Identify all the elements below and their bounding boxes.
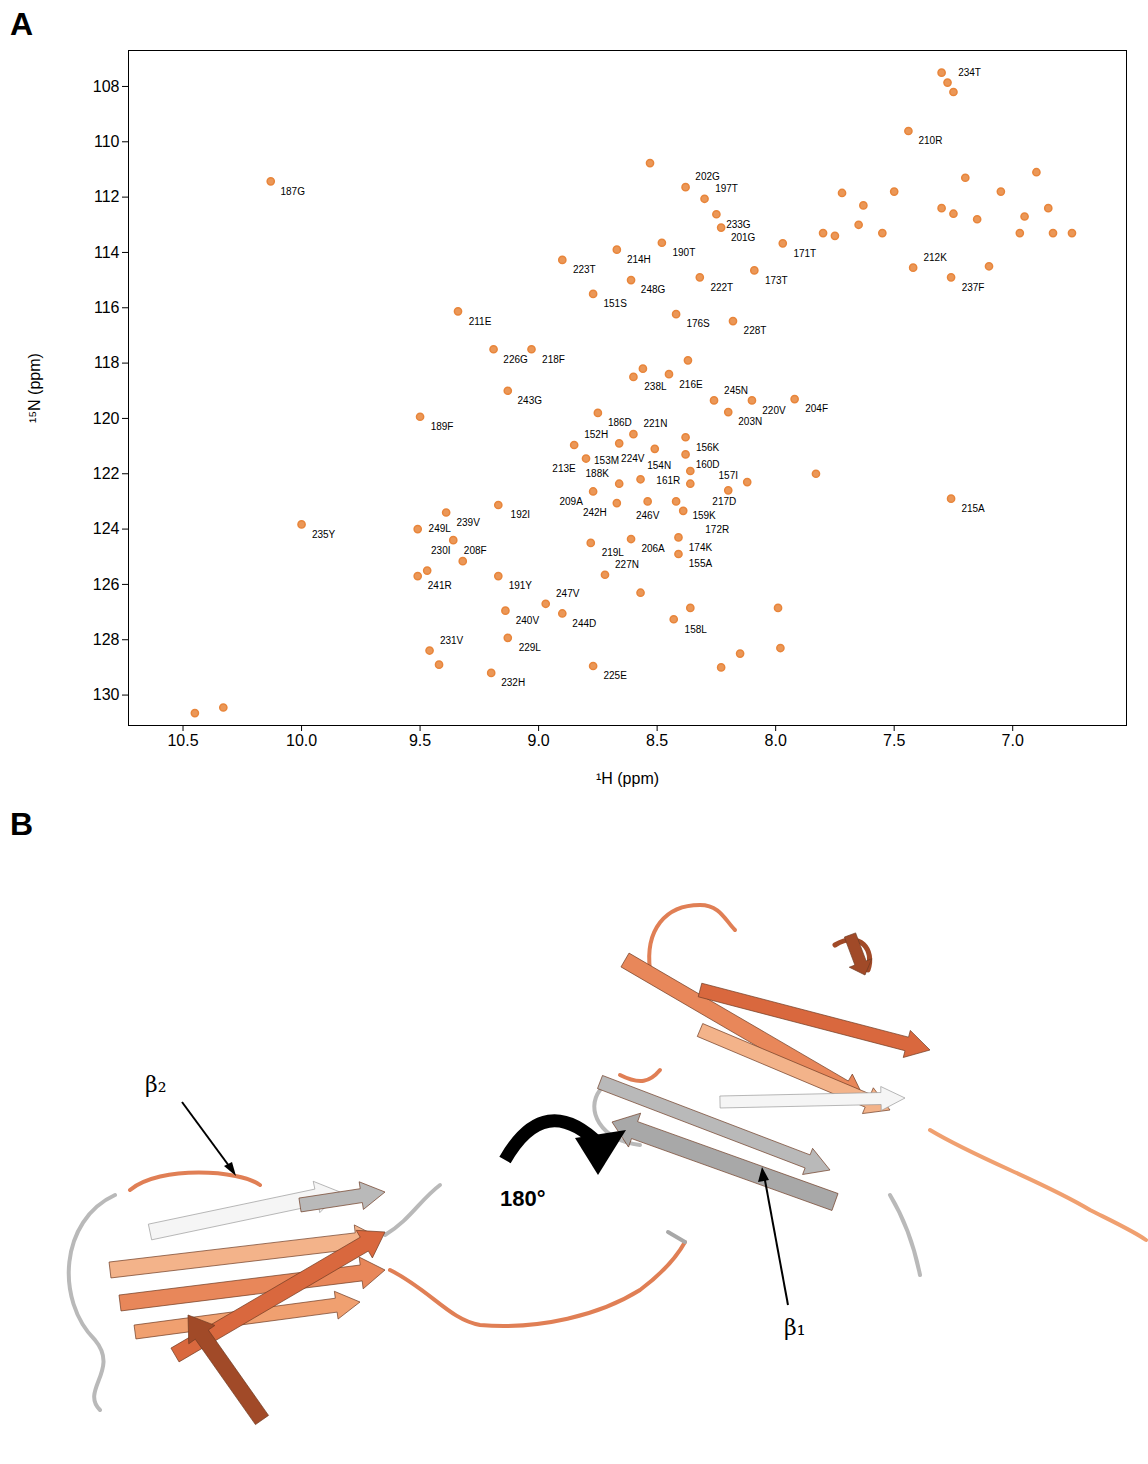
- svg-text:192I: 192I: [511, 509, 530, 520]
- svg-text:9.0: 9.0: [527, 732, 549, 749]
- svg-text:116: 116: [94, 299, 120, 316]
- svg-text:189F: 189F: [431, 421, 454, 432]
- svg-text:231V: 231V: [440, 635, 464, 646]
- svg-text:8.0: 8.0: [765, 732, 787, 749]
- svg-text:239V: 239V: [456, 517, 480, 528]
- svg-text:224V: 224V: [621, 453, 645, 464]
- svg-text:227N: 227N: [615, 559, 639, 570]
- svg-text:118: 118: [94, 354, 120, 371]
- svg-text:210R: 210R: [918, 135, 942, 146]
- svg-text:152H: 152H: [584, 429, 608, 440]
- svg-text:221N: 221N: [643, 418, 667, 429]
- svg-text:220V: 220V: [762, 405, 786, 416]
- svg-text:126: 126: [93, 576, 120, 593]
- svg-text:172R: 172R: [705, 524, 729, 535]
- svg-text:235Y: 235Y: [312, 529, 336, 540]
- svg-text:156K: 156K: [696, 442, 720, 453]
- svg-text:244D: 244D: [572, 618, 596, 629]
- svg-text:232H: 232H: [501, 677, 525, 688]
- html-text:A: A: [10, 6, 34, 42]
- svg-text:β₂: β₂: [145, 1072, 167, 1097]
- svg-text:230I: 230I: [431, 545, 450, 556]
- svg-text:191Y: 191Y: [509, 580, 533, 591]
- svg-text:159K: 159K: [692, 510, 716, 521]
- svg-text:249L: 249L: [429, 523, 452, 534]
- svg-text:β₁: β₁: [784, 1315, 806, 1340]
- svg-text:206A: 206A: [641, 543, 665, 554]
- svg-text:10.0: 10.0: [286, 732, 317, 749]
- svg-text:161R: 161R: [656, 475, 680, 486]
- svg-text:234T: 234T: [958, 67, 981, 78]
- svg-text:237F: 237F: [962, 282, 985, 293]
- svg-text:216E: 216E: [679, 379, 703, 390]
- svg-text:¹H (ppm): ¹H (ppm): [596, 770, 659, 787]
- svg-text:108: 108: [93, 78, 120, 95]
- svg-text:248G: 248G: [641, 284, 666, 295]
- svg-text:186D: 186D: [608, 417, 632, 428]
- svg-text:7.0: 7.0: [1002, 732, 1024, 749]
- svg-text:246V: 246V: [636, 510, 660, 521]
- svg-text:120: 120: [93, 410, 120, 427]
- svg-text:204F: 204F: [805, 403, 828, 414]
- svg-text:238L: 238L: [644, 381, 667, 392]
- svg-text:188K: 188K: [586, 468, 610, 479]
- svg-text:209A: 209A: [559, 496, 583, 507]
- svg-text:245N: 245N: [724, 384, 748, 395]
- svg-text:243G: 243G: [518, 395, 543, 406]
- svg-text:157I: 157I: [719, 470, 738, 481]
- svg-text:10.5: 10.5: [167, 732, 198, 749]
- svg-text:215A: 215A: [961, 503, 985, 514]
- svg-text:155A: 155A: [689, 558, 713, 569]
- svg-text:208F: 208F: [464, 545, 487, 556]
- svg-text:153M: 153M: [594, 455, 619, 466]
- svg-text:212K: 212K: [923, 252, 947, 263]
- svg-text:218F: 218F: [542, 354, 565, 365]
- svg-text:154N: 154N: [647, 460, 671, 471]
- svg-text:213E: 213E: [552, 463, 576, 474]
- svg-text:187G: 187G: [280, 186, 305, 197]
- svg-text:219L: 219L: [602, 547, 625, 558]
- svg-text:128: 128: [93, 631, 120, 648]
- svg-text:174K: 174K: [689, 542, 713, 553]
- svg-text:225E: 225E: [603, 670, 627, 681]
- html-text:B: B: [10, 806, 34, 842]
- svg-text:223T: 223T: [573, 264, 596, 275]
- svg-text:233G: 233G: [726, 219, 751, 230]
- svg-text:242H: 242H: [583, 507, 607, 518]
- svg-text:124: 124: [93, 520, 120, 537]
- svg-text:211E: 211E: [469, 316, 492, 327]
- svg-text:176S: 176S: [686, 318, 710, 329]
- svg-text:9.5: 9.5: [409, 732, 431, 749]
- svg-text:151S: 151S: [603, 298, 627, 309]
- svg-text:222T: 222T: [710, 282, 733, 293]
- svg-text:114: 114: [94, 244, 120, 261]
- svg-text:158L: 158L: [685, 624, 708, 635]
- svg-text:171T: 171T: [793, 248, 816, 259]
- svg-text:7.5: 7.5: [883, 732, 905, 749]
- svg-text:112: 112: [94, 188, 120, 205]
- svg-text:202G: 202G: [695, 171, 720, 182]
- svg-text:180°: 180°: [500, 1186, 546, 1211]
- svg-text:247V: 247V: [556, 588, 580, 599]
- svg-text:217D: 217D: [712, 496, 736, 507]
- svg-text:197T: 197T: [715, 183, 738, 194]
- svg-text:160D: 160D: [696, 459, 720, 470]
- svg-text:201G: 201G: [731, 232, 756, 243]
- svg-text:229L: 229L: [519, 642, 542, 653]
- svg-text:228T: 228T: [744, 325, 767, 336]
- svg-text:240V: 240V: [516, 615, 540, 626]
- svg-text:203N: 203N: [738, 416, 762, 427]
- svg-text:226G: 226G: [503, 354, 528, 365]
- svg-text:122: 122: [93, 465, 120, 482]
- svg-text:214H: 214H: [627, 254, 651, 265]
- svg-text:173T: 173T: [765, 275, 788, 286]
- svg-text:110: 110: [94, 133, 120, 150]
- svg-text:190T: 190T: [672, 247, 695, 258]
- svg-text:241R: 241R: [428, 580, 452, 591]
- svg-text:¹⁵N (ppm): ¹⁵N (ppm): [26, 353, 43, 423]
- svg-text:130: 130: [93, 686, 120, 703]
- svg-text:8.5: 8.5: [646, 732, 668, 749]
